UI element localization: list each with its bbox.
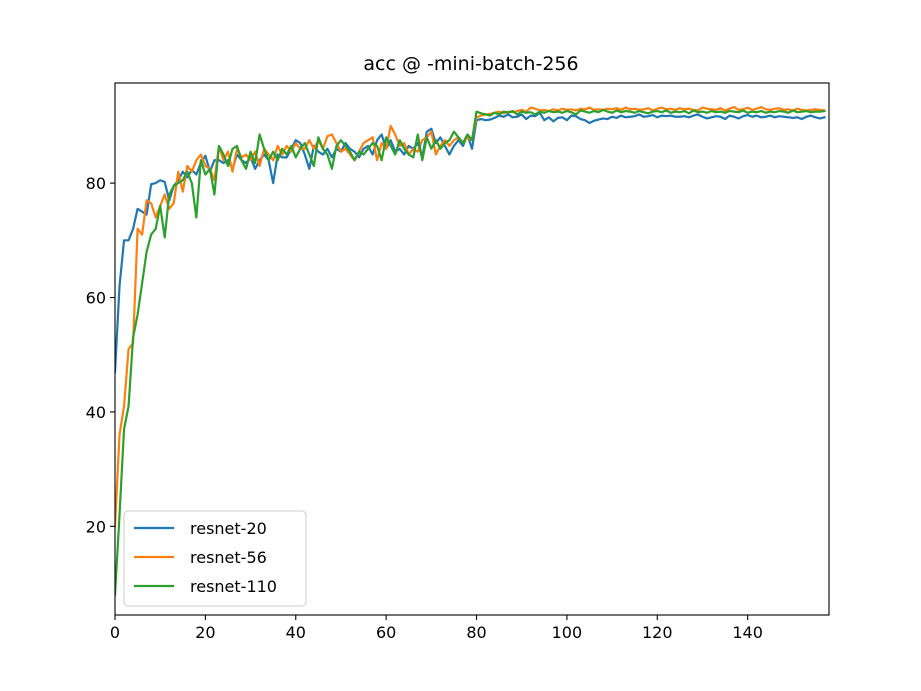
series-line-resnet-110 xyxy=(115,108,826,597)
legend-label-resnet-110: resnet-110 xyxy=(190,577,277,596)
series-line-resnet-56 xyxy=(115,105,826,528)
y-tick-label: 80 xyxy=(86,174,106,193)
y-tick-label: 20 xyxy=(86,517,106,536)
x-tick-label: 0 xyxy=(110,623,120,642)
legend: resnet-20 resnet-56 resnet-110 xyxy=(123,510,307,607)
x-tick-label: 80 xyxy=(466,623,486,642)
legend-label-resnet-20: resnet-20 xyxy=(190,519,267,538)
plot-area xyxy=(115,105,826,597)
x-tick-label: 100 xyxy=(552,623,583,642)
x-tick-label: 40 xyxy=(286,623,306,642)
y-tick-label: 60 xyxy=(86,289,106,308)
x-tick-label: 120 xyxy=(642,623,673,642)
y-tick-label: 40 xyxy=(86,403,106,422)
x-tick-label: 60 xyxy=(376,623,396,642)
legend-box xyxy=(123,510,307,607)
x-tick-label: 20 xyxy=(195,623,215,642)
axes: 0 20 40 60 80 100 120 140 20 40 60 80 xyxy=(86,82,830,642)
chart-title: acc @ -mini-batch-256 xyxy=(363,53,578,75)
x-tick-label: 140 xyxy=(732,623,763,642)
legend-label-resnet-56: resnet-56 xyxy=(190,548,267,567)
axes-frame xyxy=(114,82,830,616)
